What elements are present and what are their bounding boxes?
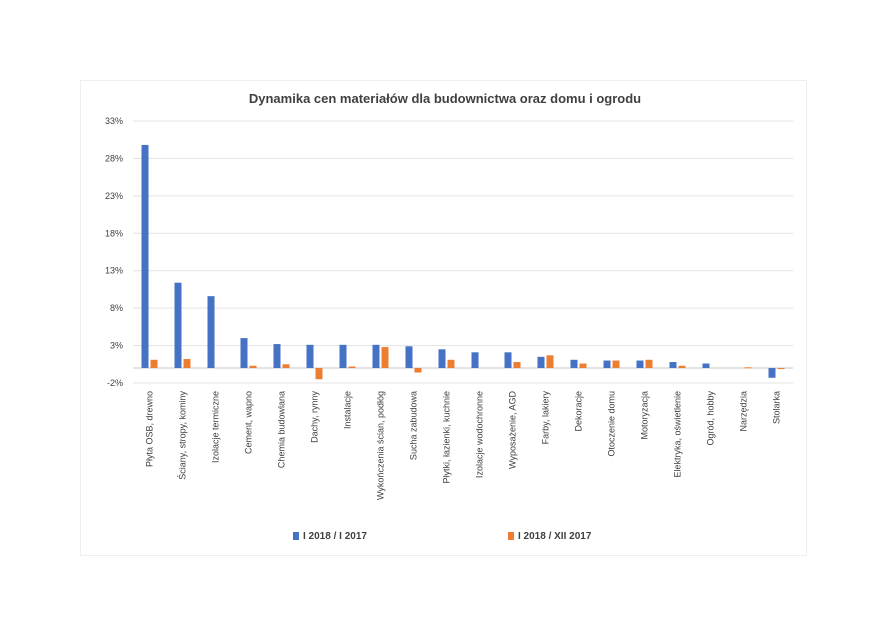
category-label: Płytki, łazienki, kuchnie <box>442 391 452 484</box>
y-tick-label: 23% <box>105 191 123 201</box>
bar-series-1 <box>174 282 182 369</box>
y-tick-label: 3% <box>110 341 123 351</box>
bar-series-2 <box>447 359 455 369</box>
bar-series-1 <box>471 352 479 369</box>
bar-series-1 <box>438 349 446 369</box>
category-label: Otoczenie domu <box>607 391 617 457</box>
bar-series-1 <box>240 338 248 369</box>
category-label: Motoryzacja <box>640 391 650 440</box>
y-tick-label: 28% <box>105 153 123 163</box>
y-tick-label: 8% <box>110 303 123 313</box>
bar-series-2 <box>315 368 323 380</box>
y-tick-label: 33% <box>105 116 123 126</box>
bar-series-1 <box>603 360 611 369</box>
y-tick-label: 18% <box>105 228 123 238</box>
bar-chart: Dynamika cen materiałów dla budownictwa … <box>105 91 793 542</box>
bar-series-1 <box>207 296 215 369</box>
bar-series-2 <box>150 359 158 369</box>
bars <box>141 144 785 380</box>
bar-series-2 <box>513 362 521 369</box>
y-tick-label: -2% <box>107 378 123 388</box>
bar-series-2 <box>645 359 653 369</box>
category-label: Instalacje <box>343 391 353 429</box>
y-axis-ticks: 33% 28% 23% 18% 13% 8% 3% -2% <box>105 116 123 388</box>
bar-series-1 <box>273 344 281 369</box>
category-label: Wyposażenie, AGD <box>508 391 518 469</box>
legend-label: I 2018 / XII 2017 <box>518 531 592 542</box>
legend-swatch <box>293 532 299 540</box>
bar-series-1 <box>537 356 545 369</box>
bar-series-2 <box>744 367 752 369</box>
bar-series-1 <box>504 352 512 369</box>
bar-series-2 <box>183 359 191 369</box>
category-label: Izolacje termiczne <box>211 391 221 463</box>
bar-series-2 <box>612 360 620 369</box>
category-label: Farby, lakiery <box>541 391 551 445</box>
bar-series-1 <box>768 368 776 378</box>
bar-series-2 <box>249 365 257 369</box>
bar-series-1 <box>702 363 710 369</box>
category-labels: Płyta OSB, drewno Ściany, stropy, kominy I… <box>145 391 782 500</box>
bar-series-1 <box>570 359 578 369</box>
category-label: Elektryka, oświetlenie <box>673 391 683 478</box>
category-label: Ściany, stropy, kominy <box>177 391 188 480</box>
bar-series-2 <box>678 365 686 369</box>
bar-series-2 <box>381 347 389 369</box>
bar-series-2 <box>414 368 422 373</box>
category-label: Dachy, rynny <box>310 391 320 443</box>
bar-series-1 <box>372 344 380 369</box>
gridlines <box>133 120 793 384</box>
bar-series-1 <box>636 360 644 369</box>
bar-series-2 <box>282 364 290 369</box>
bar-series-1 <box>306 344 314 369</box>
bar-series-2 <box>348 366 356 369</box>
bar-series-1 <box>141 144 149 369</box>
bar-series-1 <box>669 362 677 369</box>
bar-series-1 <box>339 344 347 369</box>
category-label: Dekoracje <box>574 391 584 432</box>
legend: I 2018 / I 2017 I 2018 / XII 2017 <box>293 531 592 542</box>
category-label: Wykończenia ścian, podłóg <box>376 391 386 500</box>
legend-label: I 2018 / I 2017 <box>303 531 367 542</box>
legend-swatch <box>508 532 514 540</box>
bar-series-2 <box>777 368 785 370</box>
category-label: Sucha zabudowa <box>409 391 419 460</box>
y-tick-label: 13% <box>105 266 123 276</box>
bar-series-2 <box>579 363 587 369</box>
category-label: Izolacje wodochronne <box>475 391 485 478</box>
category-label: Narzędzia <box>739 391 749 432</box>
category-label: Płyta OSB, drewno <box>145 391 155 467</box>
category-label: Cement, wapno <box>244 391 254 454</box>
chart-title: Dynamika cen materiałów dla budownictwa … <box>249 91 641 106</box>
category-label: Stolarka <box>772 391 782 424</box>
category-label: Chemia budowlana <box>277 391 287 468</box>
bar-series-2 <box>546 355 554 369</box>
category-label: Ogród, hobby <box>706 391 716 446</box>
chart-frame: Dynamika cen materiałów dla budownictwa … <box>80 80 807 556</box>
bar-series-1 <box>405 346 413 369</box>
